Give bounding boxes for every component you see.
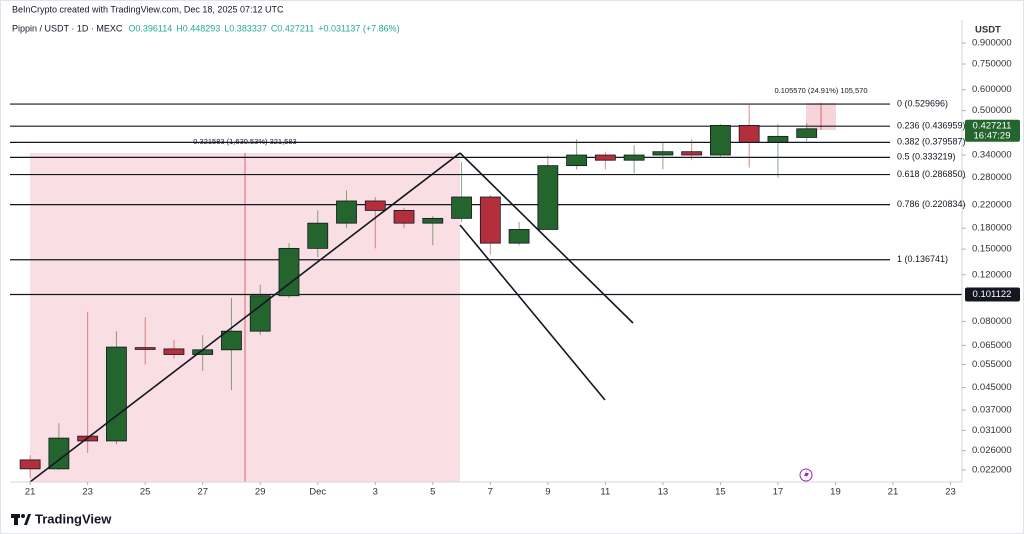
x-tick-label: 25 [140, 487, 151, 498]
candle-body [278, 247, 300, 297]
fib-label: 1 (0.136741) [897, 254, 948, 264]
event-icon-bolt [804, 470, 809, 480]
ohlc-value: C0.427211 [271, 23, 314, 33]
candle-body [422, 217, 444, 224]
candle-body [796, 128, 818, 138]
y-tick-label: 0.026000 [972, 445, 1012, 456]
candle-body [163, 348, 185, 355]
fib-label: 0.618 (0.286850) [897, 169, 966, 179]
candle-body [652, 151, 674, 156]
trend-line [29, 152, 461, 483]
price-tag [965, 287, 1020, 302]
countdown: 16:47:29 [974, 130, 1011, 141]
candle-body [336, 200, 357, 224]
currency: USDT [975, 25, 1001, 36]
y-tick-label: 0.037000 [972, 405, 1012, 416]
annotation: 0.105570 (24.91%) 105,570 [775, 86, 868, 95]
fib-label: 0.5 (0.333219) [897, 152, 956, 162]
x-tick-label: 21 [888, 487, 899, 498]
x-tick-label: 15 [715, 487, 726, 498]
y-tick-label: 0.065000 [972, 340, 1012, 351]
fib-label: 0 (0.529696) [897, 98, 948, 108]
trend-line [459, 224, 606, 401]
x-tick-label: Dec [309, 487, 326, 498]
x-tick-label: 23 [945, 487, 956, 498]
ohlc-value: +0.031137 (+7.86%) [318, 23, 399, 33]
y-tick-label: 0.600000 [972, 84, 1012, 95]
y-tick-label: 0.180000 [972, 223, 1012, 234]
candle-body [767, 135, 789, 143]
brand: TradingView [35, 511, 112, 526]
x-tick-label: 7 [488, 487, 493, 498]
y-tick-label: 0.750000 [972, 59, 1012, 70]
x-tick-label: 27 [197, 487, 208, 498]
candle-body [364, 200, 386, 211]
last-price-tag [965, 119, 1020, 142]
logo [11, 514, 31, 525]
candle-body [48, 437, 70, 470]
y-tick-label: 0.150000 [972, 244, 1012, 255]
x-tick-label: 21 [25, 487, 36, 498]
y-tick-label: 0.022000 [972, 464, 1012, 475]
credit: BeInCrypto created with TradingView.com,… [12, 4, 284, 14]
candle-body [134, 347, 156, 350]
y-tick-label: 0.045000 [972, 382, 1012, 393]
x-tick-label: 13 [658, 487, 669, 498]
candle-body [738, 124, 760, 143]
x-tick-label: 29 [255, 487, 266, 498]
candle-body [106, 346, 127, 442]
fib-label: 0.382 (0.379587) [897, 137, 966, 147]
candle-body [307, 222, 329, 249]
fib-label: 0.236 (0.436959) [897, 121, 966, 131]
ohlc-value: O0.396114 [128, 23, 172, 33]
candle-body [710, 124, 731, 156]
x-tick-label: 3 [373, 487, 378, 498]
x-tick-label: 19 [830, 487, 841, 498]
candle-body [623, 154, 645, 161]
candle-body [19, 459, 41, 470]
fib-label: 0.786 (0.220834) [897, 199, 966, 209]
y-tick-label: 0.500000 [972, 105, 1012, 116]
candle-body [508, 229, 530, 244]
y-tick-label: 0.340000 [972, 150, 1012, 161]
y-tick-label: 0.280000 [972, 172, 1012, 183]
y-tick-label: 0.055000 [972, 359, 1012, 370]
y-tick-label: 0.120000 [972, 269, 1012, 280]
price-tag-label: 0.101122 [973, 289, 1012, 300]
candle-body [537, 165, 559, 230]
candle-body [594, 154, 616, 161]
y-tick-label: 0.220000 [972, 200, 1012, 211]
candle-body [479, 196, 501, 244]
candle-body [566, 154, 587, 167]
y-tick-label: 0.080000 [972, 316, 1012, 327]
y-tick-label: 0.900000 [972, 38, 1012, 49]
ohlc-value: L0.383337 [224, 23, 267, 33]
x-tick-label: 5 [430, 487, 435, 498]
x-tick-label: 23 [82, 487, 93, 498]
candle-body [451, 196, 472, 219]
ohlc-value: H0.448293 [176, 23, 220, 33]
x-tick-label: 11 [600, 487, 610, 498]
last-price: 0.427211 [973, 120, 1012, 131]
annotation: 0.321583 (1,630.53%) 321,583 [193, 137, 296, 146]
candle-body [681, 151, 703, 156]
candle-body [393, 210, 415, 224]
candle-body [221, 330, 242, 351]
symbol: Pippin / USDT · 1D · MEXC [12, 23, 123, 33]
y-tick-label: 0.031000 [972, 425, 1012, 436]
x-tick-label: 17 [773, 487, 784, 498]
x-tick-label: 9 [545, 487, 550, 498]
trend-line [459, 152, 634, 324]
